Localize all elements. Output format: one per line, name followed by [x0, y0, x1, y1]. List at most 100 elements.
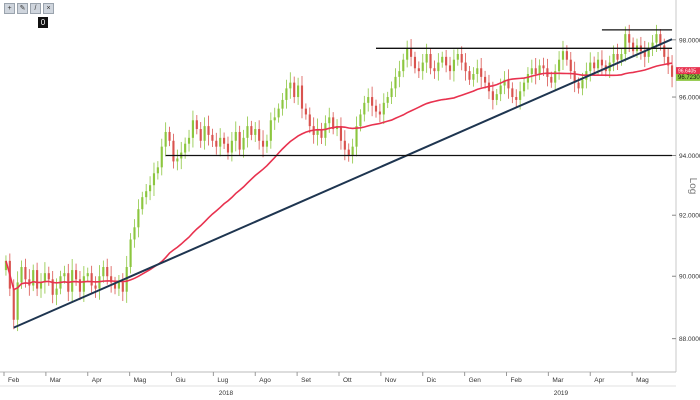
candle [476, 59, 479, 83]
candle-body [250, 126, 253, 135]
candle [484, 70, 487, 89]
candle-body [441, 56, 444, 63]
candle [659, 29, 662, 51]
candle-body [110, 276, 113, 283]
candle-body [452, 59, 455, 72]
candle-body [538, 65, 541, 75]
candle-body [63, 273, 66, 277]
x-tick-label: Set [301, 377, 311, 384]
x-tick-label: Apr [92, 377, 103, 384]
last-price-label: 96.7230 [676, 71, 700, 81]
x-tick-label: Mar [552, 377, 564, 384]
candle-body [113, 282, 117, 289]
candle-body [577, 82, 580, 89]
candle-body [421, 62, 424, 72]
candle [452, 49, 455, 82]
x-tick-label: Lug [217, 377, 228, 384]
candle [441, 51, 444, 68]
candle-body [554, 71, 557, 83]
candle [460, 46, 463, 71]
log-scale-label: Log [687, 178, 698, 195]
candle-body [429, 53, 432, 69]
plus-icon[interactable]: + [4, 3, 15, 14]
candle [304, 103, 307, 120]
candle-body [285, 88, 288, 100]
candle [94, 276, 97, 298]
candle-body [542, 65, 545, 69]
candle-body [269, 120, 272, 141]
count-badge: 0 [38, 17, 48, 28]
y-tick-label: 98.0000 [679, 37, 700, 44]
x-tick-label: Giu [176, 377, 187, 384]
candle-body [413, 56, 417, 69]
candle [265, 134, 269, 153]
candle [238, 125, 241, 156]
candle-body [230, 140, 233, 153]
x-tick-label: Mag [134, 377, 147, 384]
candle-body [347, 149, 350, 156]
candle-body [515, 97, 518, 100]
candle-body [28, 279, 31, 286]
candle [164, 122, 167, 157]
close-icon[interactable]: × [43, 3, 54, 14]
candle [378, 103, 381, 123]
candle [394, 68, 397, 98]
pencil-icon[interactable]: ✎ [17, 3, 28, 14]
candle-body [242, 137, 245, 150]
candle [16, 271, 19, 332]
candle-body [433, 68, 436, 72]
x-tick-label: Mar [50, 377, 62, 384]
candle [277, 103, 280, 123]
candle [141, 191, 144, 215]
candle-body [519, 91, 522, 100]
candle [90, 265, 93, 293]
candle [152, 162, 156, 196]
candle-body [265, 140, 269, 147]
candle [129, 233, 132, 274]
candle-body [152, 173, 156, 186]
candle-body [223, 137, 226, 144]
candle-body [4, 260, 8, 271]
candle [374, 99, 378, 118]
candle [51, 271, 54, 304]
candle-body [355, 126, 358, 147]
candle-body [195, 120, 198, 130]
candle-body [254, 129, 257, 135]
candle [554, 64, 557, 90]
candle-body [343, 140, 346, 150]
candle [117, 275, 120, 297]
candle-body [448, 65, 452, 72]
candle-body [632, 42, 635, 52]
candle-body [398, 71, 401, 77]
candle [643, 40, 646, 68]
slash-icon[interactable]: / [30, 3, 41, 14]
candle [215, 132, 218, 155]
candle [390, 81, 393, 104]
candle [308, 107, 311, 134]
ma-price-label: 96.6405 [676, 67, 700, 75]
candle [285, 79, 288, 109]
ma-price-box [676, 67, 700, 75]
candle [534, 57, 537, 85]
candle [651, 34, 654, 56]
candle [261, 130, 265, 158]
candle-body [121, 282, 124, 292]
x-tick-label: Ott [343, 377, 352, 384]
candle-body [655, 34, 658, 43]
candle-body [565, 51, 568, 60]
candle-body [219, 137, 222, 147]
candle-body [558, 59, 561, 72]
candle-body [320, 129, 323, 138]
candle [39, 273, 43, 298]
candle [191, 110, 194, 148]
candle [464, 53, 467, 81]
candle-body [16, 282, 19, 320]
candle [133, 219, 136, 248]
candle-body [184, 143, 187, 153]
candle-body [94, 285, 97, 289]
candle-body [495, 94, 498, 100]
candle-body [51, 279, 54, 295]
candle-body [526, 74, 529, 83]
candle [207, 115, 210, 146]
